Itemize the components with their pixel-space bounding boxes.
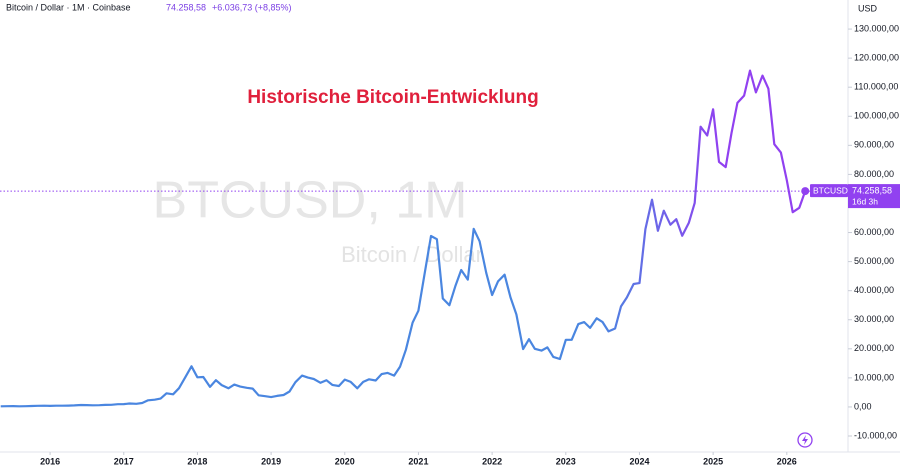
x-tick-label: 2019 xyxy=(261,456,281,466)
currency: USD xyxy=(858,3,878,13)
title: Historische Bitcoin-Entwicklung xyxy=(247,87,538,108)
x-tick-label: 2020 xyxy=(335,456,355,466)
y-tick-label: 0,00 xyxy=(854,401,872,411)
y-tick-label: 30.000,00 xyxy=(854,314,894,324)
y-tick-label: 50.000,00 xyxy=(854,256,894,266)
watermark: BTCUSD, 1M xyxy=(153,172,468,230)
y-tick-label: 120.000,00 xyxy=(854,53,899,63)
y-tick-label: 20.000,00 xyxy=(854,343,894,353)
y-tick-label: 110.000,00 xyxy=(854,82,898,92)
x-tick-label: 2025 xyxy=(703,456,723,466)
watermark-sub: Bitcoin / Dollar xyxy=(341,242,483,267)
last-point xyxy=(801,187,810,196)
x-tick-label: 2021 xyxy=(408,456,428,466)
x-tick-label: 2026 xyxy=(777,456,797,466)
price-tag-bg xyxy=(848,184,900,209)
price-line xyxy=(0,69,807,408)
y-tick-label: 60.000,00 xyxy=(854,227,894,237)
y-tick-label: 130.000,00 xyxy=(854,23,899,33)
price-tag-symbol: BTCUSD xyxy=(813,185,848,195)
y-tick-label: 90.000,00 xyxy=(854,140,894,150)
x-tick-label: 2024 xyxy=(629,456,649,466)
symbol: Bitcoin / Dollar · 1M · Coinbase xyxy=(6,2,131,12)
price-tag-value: 74.258,58 xyxy=(852,185,892,195)
y-tick-label: 10.000,00 xyxy=(854,372,894,382)
y-tick-label: 100.000,00 xyxy=(854,111,899,121)
x-tick-label: 2017 xyxy=(114,456,134,466)
price: 74.258,58 xyxy=(166,2,206,12)
x-tick-label: 2023 xyxy=(556,456,576,466)
x-tick-label: 2016 xyxy=(40,456,60,466)
x-tick-label: 2022 xyxy=(482,456,502,466)
price-tag-symbol-bg xyxy=(810,184,848,198)
alert-icon[interactable] xyxy=(797,432,813,448)
price-tag-countdown: 16d 3h xyxy=(852,196,878,206)
y-tick-label: 80.000,00 xyxy=(854,169,894,179)
x-tick-label: 2018 xyxy=(187,456,207,466)
change: +6.036,73 (+8,85%) xyxy=(212,2,292,12)
y-tick-label: 40.000,00 xyxy=(854,285,894,295)
y-tick-label: -10.000,00 xyxy=(854,430,897,440)
